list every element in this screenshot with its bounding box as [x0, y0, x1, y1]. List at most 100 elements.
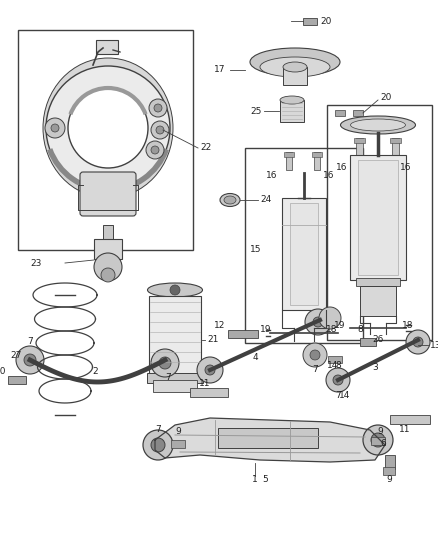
Bar	[103, 225, 113, 240]
Circle shape	[154, 104, 162, 112]
Bar	[383, 467, 395, 475]
Text: 7: 7	[27, 337, 33, 346]
Bar	[314, 152, 320, 170]
Ellipse shape	[280, 96, 304, 104]
Bar	[392, 138, 399, 160]
Text: 9: 9	[377, 427, 383, 437]
Bar	[171, 440, 185, 448]
Text: 22: 22	[200, 143, 211, 152]
Text: 19: 19	[334, 320, 346, 329]
Text: 16: 16	[266, 172, 278, 181]
Text: 7: 7	[312, 366, 318, 375]
Ellipse shape	[250, 48, 340, 76]
Ellipse shape	[43, 58, 173, 198]
Text: 16: 16	[400, 164, 412, 173]
Bar	[360, 286, 396, 316]
Ellipse shape	[260, 57, 330, 77]
Bar	[356, 278, 400, 286]
Text: 1: 1	[252, 475, 258, 484]
Text: 4: 4	[252, 353, 258, 362]
Text: 16: 16	[323, 172, 335, 181]
Bar	[356, 138, 363, 160]
Circle shape	[46, 66, 170, 190]
Text: 5: 5	[262, 475, 268, 484]
Text: 16: 16	[336, 164, 348, 173]
Bar	[350, 155, 406, 280]
Bar	[94, 239, 122, 259]
FancyBboxPatch shape	[80, 172, 136, 216]
Circle shape	[406, 330, 430, 354]
Circle shape	[333, 375, 343, 385]
Bar	[327, 105, 432, 340]
Bar	[385, 455, 395, 469]
Text: 20: 20	[380, 93, 392, 102]
Bar	[303, 18, 317, 25]
Text: 20: 20	[320, 17, 332, 26]
Ellipse shape	[283, 62, 307, 72]
Text: 8: 8	[335, 360, 341, 369]
Text: 13: 13	[430, 341, 438, 350]
Text: 26: 26	[372, 335, 384, 344]
Circle shape	[151, 438, 165, 452]
Bar	[245, 148, 363, 343]
Circle shape	[363, 425, 393, 455]
Bar	[284, 152, 294, 157]
Text: 27: 27	[11, 351, 22, 359]
Bar	[312, 152, 322, 157]
Bar	[335, 110, 345, 116]
Text: 8: 8	[357, 326, 363, 335]
Polygon shape	[155, 418, 385, 462]
Bar	[371, 437, 385, 445]
Bar	[390, 415, 430, 424]
Circle shape	[310, 350, 320, 360]
Text: 12: 12	[214, 320, 225, 329]
Text: 9: 9	[175, 427, 181, 437]
Text: 23: 23	[31, 259, 42, 268]
Circle shape	[101, 268, 115, 282]
Circle shape	[305, 309, 331, 335]
Bar	[190, 388, 228, 397]
Circle shape	[151, 146, 159, 154]
Text: 17: 17	[213, 66, 225, 75]
Bar	[218, 428, 318, 448]
Text: 18: 18	[402, 320, 414, 329]
Text: 10: 10	[0, 367, 6, 376]
Circle shape	[68, 88, 148, 168]
Text: 14: 14	[327, 360, 339, 369]
Bar	[390, 138, 401, 143]
Circle shape	[156, 126, 164, 134]
Circle shape	[24, 354, 36, 366]
Circle shape	[151, 349, 179, 377]
Bar	[147, 373, 203, 383]
Bar	[149, 296, 201, 376]
Text: 21: 21	[207, 335, 219, 344]
Circle shape	[303, 343, 327, 367]
Text: 25: 25	[251, 107, 262, 116]
Bar	[18, 30, 193, 250]
Ellipse shape	[340, 116, 416, 134]
Text: 7: 7	[155, 425, 161, 434]
Circle shape	[146, 141, 164, 159]
Bar	[328, 356, 342, 363]
Bar	[354, 138, 365, 143]
Circle shape	[149, 99, 167, 117]
Text: 15: 15	[250, 246, 261, 254]
Bar	[360, 338, 376, 346]
Ellipse shape	[220, 193, 240, 206]
Circle shape	[16, 346, 44, 374]
Circle shape	[45, 118, 65, 138]
Text: 3: 3	[372, 364, 378, 373]
Circle shape	[143, 430, 173, 460]
Text: 24: 24	[260, 196, 271, 205]
Text: 14: 14	[339, 391, 351, 400]
Circle shape	[151, 121, 169, 139]
Circle shape	[51, 124, 59, 132]
Text: 18: 18	[326, 326, 338, 335]
Bar	[290, 203, 318, 305]
Ellipse shape	[350, 119, 406, 131]
Circle shape	[94, 253, 122, 281]
Bar	[153, 380, 197, 392]
Bar	[358, 160, 398, 275]
Text: 9: 9	[386, 475, 392, 484]
Circle shape	[159, 357, 171, 369]
